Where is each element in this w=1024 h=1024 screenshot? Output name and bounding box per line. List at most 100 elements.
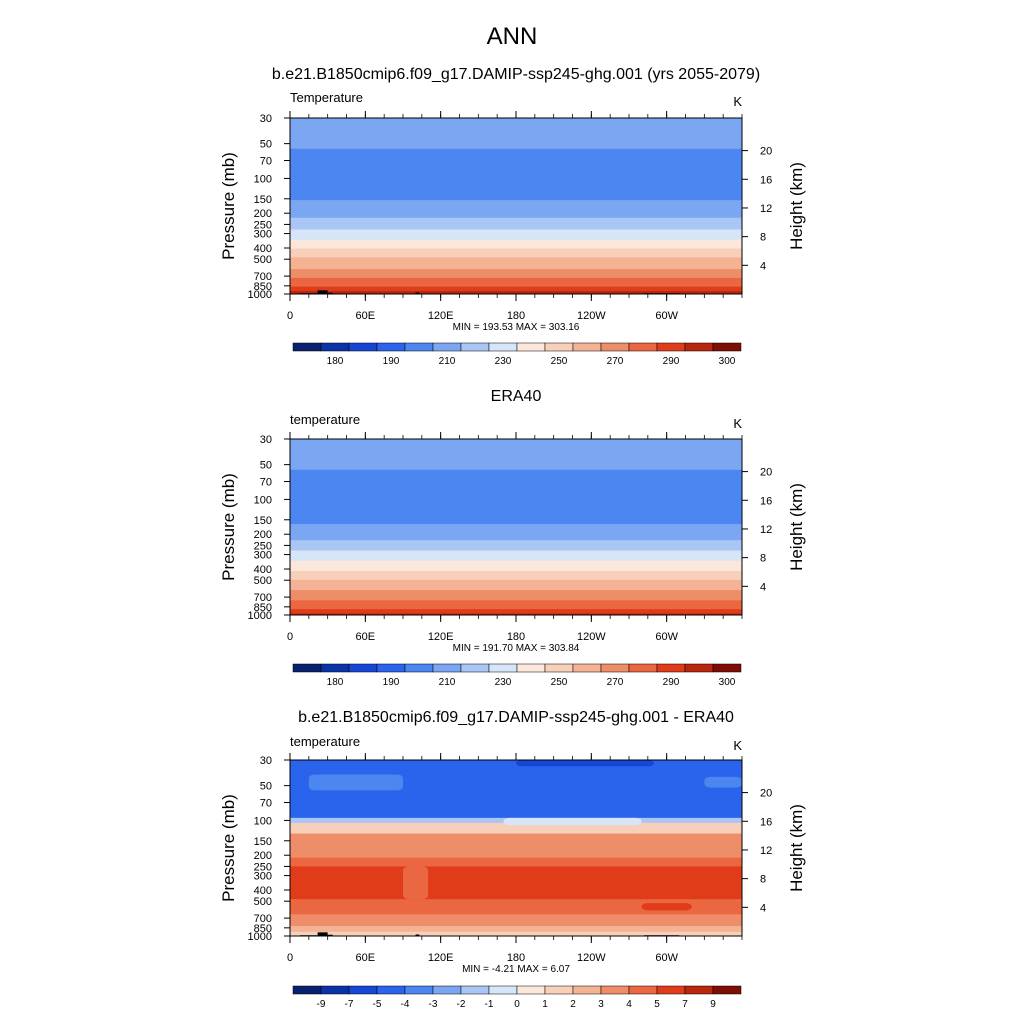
contour-band: [290, 857, 742, 868]
contour-patch: [516, 760, 655, 767]
contour-band: [290, 126, 742, 129]
colorbar-label: 180: [327, 677, 344, 688]
contour-band: [290, 226, 742, 229]
colorbar-box: [684, 342, 714, 352]
y-tick-label: 300: [254, 550, 272, 562]
colorbar-box: [432, 663, 462, 673]
x-tick-label: 120E: [428, 631, 454, 643]
colorbar-label: -3: [429, 999, 438, 1010]
colorbar-box: [404, 663, 434, 673]
contour-band: [290, 440, 742, 443]
height-tick-label: 16: [760, 174, 772, 186]
stats-label: MIN = 191.70 MAX = 303.84: [453, 643, 580, 654]
x-tick-label: 0: [287, 631, 293, 643]
height-tick-label: 4: [760, 581, 766, 593]
colorbar-box: [432, 985, 462, 995]
contour-band: [290, 223, 742, 226]
contour-band: [290, 513, 742, 516]
colorbar-label: 210: [439, 677, 456, 688]
colorbar-box: [600, 985, 630, 995]
contour-band: [290, 593, 742, 596]
units-label: K: [733, 94, 742, 109]
y-tick-label: 200: [254, 850, 272, 862]
y-tick-label: 100: [254, 173, 272, 185]
contour-band: [290, 573, 742, 576]
contour-band: [290, 544, 742, 547]
contour-band: [290, 213, 742, 216]
height-axis-label: Height (km): [787, 162, 806, 250]
y-tick-label: 250: [254, 219, 272, 231]
colorbar-box: [712, 342, 742, 352]
contour-band: [290, 461, 742, 464]
contour-patch: [308, 774, 403, 791]
y-tick-label: 500: [254, 575, 272, 587]
colorbar-label: 290: [663, 356, 680, 367]
contour-band: [290, 559, 742, 562]
colorbar-box: [404, 985, 434, 995]
height-tick-label: 8: [760, 874, 766, 886]
contour-band: [290, 550, 742, 553]
topography-mask: [415, 934, 420, 936]
contour-band: [290, 488, 742, 491]
colorbar-box: [488, 985, 518, 995]
topography-mask: [317, 290, 328, 294]
contour-band: [290, 241, 742, 244]
contour-band: [290, 185, 742, 188]
stats-label: MIN = 193.53 MAX = 303.16: [453, 322, 580, 333]
units-label: K: [733, 416, 742, 431]
contour-band: [290, 150, 742, 153]
colorbar-box: [600, 663, 630, 673]
colorbar-label: 300: [719, 677, 736, 688]
contour-band: [290, 134, 742, 137]
contour-band: [290, 557, 742, 560]
contour-band: [290, 289, 742, 292]
colorbar-label: -5: [373, 999, 382, 1010]
colorbar-box: [684, 985, 714, 995]
colorbar-label: 190: [383, 356, 400, 367]
contour-band: [290, 509, 742, 512]
contour-band: [290, 279, 742, 282]
contour-patch: [641, 903, 692, 911]
contour-band: [290, 532, 742, 535]
contour-band: [290, 156, 742, 159]
contour-band: [290, 914, 742, 927]
contour-band: [290, 192, 742, 195]
contour-band: [290, 579, 742, 582]
contour-band: [290, 447, 742, 450]
contour-band: [290, 235, 742, 238]
contour-band: [290, 485, 742, 488]
contour-band: [290, 459, 742, 462]
contour-band: [290, 220, 742, 223]
contour-band: [290, 866, 742, 900]
colorbar-label: 180: [327, 356, 344, 367]
panel-1: b.e21.B1850cmip6.f09_g17.DAMIP-ssp245-gh…: [219, 66, 806, 367]
variable-label: Temperature: [290, 90, 363, 105]
colorbar-label: 290: [663, 677, 680, 688]
x-tick-label: 120W: [577, 310, 606, 322]
contour-band: [290, 219, 742, 222]
contour-band: [290, 443, 742, 446]
contour-patch: [704, 776, 742, 788]
contour-band: [290, 123, 742, 126]
topography-mask: [327, 934, 333, 936]
contour-band: [290, 527, 742, 530]
contour-band: [290, 535, 742, 538]
colorbar-box: [376, 663, 406, 673]
colorbar-box: [320, 663, 350, 673]
colorbar-box: [684, 663, 714, 673]
contour-band: [290, 285, 742, 288]
colorbar-box: [488, 663, 518, 673]
x-tick-label: 180: [507, 952, 525, 964]
x-tick-label: 0: [287, 952, 293, 964]
contour-band: [290, 484, 742, 487]
colorbar-box: [460, 985, 490, 995]
colorbar-box: [544, 663, 574, 673]
contour-band: [290, 210, 742, 213]
contour-band: [290, 131, 742, 134]
colorbar-label: -1: [485, 999, 494, 1010]
contour-band: [290, 269, 742, 272]
contour-patch: [503, 817, 642, 826]
contour-band: [290, 222, 742, 225]
contour-band: [290, 159, 742, 162]
y-tick-label: 30: [260, 434, 272, 446]
